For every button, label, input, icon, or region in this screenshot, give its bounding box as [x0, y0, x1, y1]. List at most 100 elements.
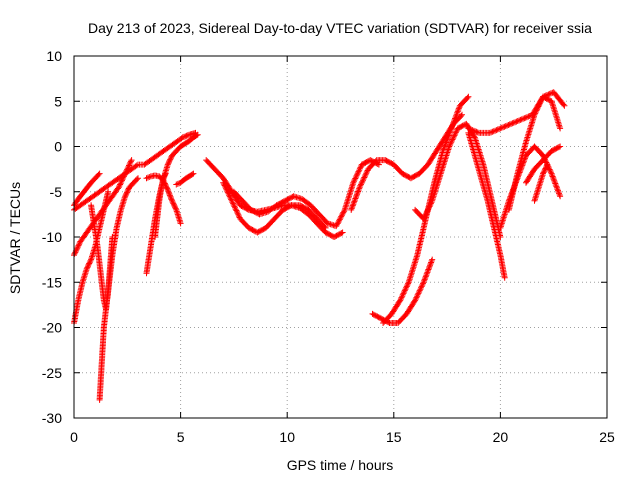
- data-point: [357, 182, 364, 189]
- data-point: [194, 131, 201, 138]
- data-point: [357, 164, 364, 171]
- data-point: [500, 124, 507, 131]
- data-point: [174, 180, 181, 187]
- data-point: [234, 210, 241, 217]
- data-point: [122, 193, 129, 200]
- data-point: [543, 164, 550, 171]
- data-point: [232, 206, 239, 213]
- data-point: [403, 283, 410, 290]
- data-point: [232, 204, 238, 211]
- data-point: [356, 165, 363, 172]
- data-point: [83, 265, 90, 272]
- data-track: [531, 161, 551, 204]
- data-point: [451, 132, 458, 139]
- data-point: [355, 168, 362, 175]
- data-point: [167, 156, 174, 163]
- data-track: [96, 175, 141, 403]
- data-point: [338, 230, 345, 237]
- data-point: [543, 162, 550, 169]
- data-point: [504, 122, 511, 129]
- data-point: [359, 178, 366, 185]
- data-point: [493, 127, 500, 134]
- data-track: [412, 120, 504, 240]
- data-point: [534, 104, 541, 111]
- data-point: [128, 157, 135, 164]
- data-point: [95, 171, 102, 178]
- data-point: [446, 143, 453, 150]
- data-point: [551, 177, 558, 184]
- data-point: [321, 223, 328, 230]
- data-point: [423, 270, 430, 277]
- data-point: [397, 296, 404, 302]
- data-point: [397, 297, 404, 304]
- data-point: [335, 219, 342, 226]
- data-point: [424, 207, 431, 214]
- data-point: [412, 296, 419, 302]
- data-point: [170, 200, 177, 207]
- data-point: [501, 123, 508, 130]
- data-point: [222, 183, 229, 190]
- data-point: [338, 212, 345, 219]
- data-point: [190, 170, 197, 177]
- data-point: [168, 196, 175, 203]
- data-point: [223, 186, 230, 193]
- data-point: [505, 122, 512, 128]
- data-point: [222, 185, 229, 192]
- data-point: [234, 208, 240, 215]
- data-point: [71, 250, 78, 257]
- data-point: [87, 257, 94, 264]
- data-point: [122, 170, 129, 177]
- data-point: [118, 178, 125, 185]
- data-point: [522, 114, 529, 121]
- data-point: [549, 173, 556, 180]
- data-point: [144, 174, 151, 181]
- data-point: [454, 109, 461, 116]
- data-point: [72, 249, 79, 256]
- data-point: [425, 204, 432, 211]
- data-point: [233, 207, 240, 214]
- data-point: [524, 114, 530, 121]
- data-point: [404, 282, 411, 288]
- data-point: [172, 204, 179, 211]
- data-point: [116, 182, 123, 189]
- data-point: [449, 136, 456, 143]
- data-point: [422, 211, 429, 218]
- data-point: [452, 114, 459, 121]
- data-point: [236, 213, 242, 220]
- data-point: [422, 213, 428, 220]
- data-point: [133, 176, 140, 183]
- data-point: [361, 174, 368, 181]
- data-point: [420, 215, 427, 222]
- data-point: [446, 142, 453, 149]
- data-track: [369, 256, 436, 326]
- data-point: [469, 127, 476, 134]
- x-tick-label: 25: [599, 429, 615, 445]
- data-point: [85, 261, 92, 268]
- data-point: [121, 172, 128, 178]
- data-point: [122, 169, 129, 176]
- data-point: [125, 186, 132, 193]
- data-point: [125, 163, 132, 170]
- data-point: [497, 125, 504, 132]
- data-point: [427, 200, 434, 207]
- data-point: [423, 208, 430, 215]
- y-tick-label: -10: [42, 229, 62, 245]
- data-point: [405, 280, 412, 287]
- data-point: [375, 161, 382, 168]
- data-track: [465, 89, 568, 136]
- data-point: [453, 128, 460, 135]
- data-point: [448, 137, 455, 144]
- data-point: [363, 168, 370, 175]
- data-point: [354, 171, 361, 178]
- data-point: [413, 294, 420, 301]
- x-tick-label: 20: [493, 429, 509, 445]
- x-tick-label: 5: [177, 429, 185, 445]
- data-point: [423, 210, 430, 217]
- data-point: [117, 181, 124, 188]
- y-tick-label: -15: [42, 274, 62, 290]
- data-point: [513, 118, 520, 125]
- data-point: [351, 176, 358, 183]
- data-point: [468, 126, 475, 133]
- data-track: [497, 143, 564, 231]
